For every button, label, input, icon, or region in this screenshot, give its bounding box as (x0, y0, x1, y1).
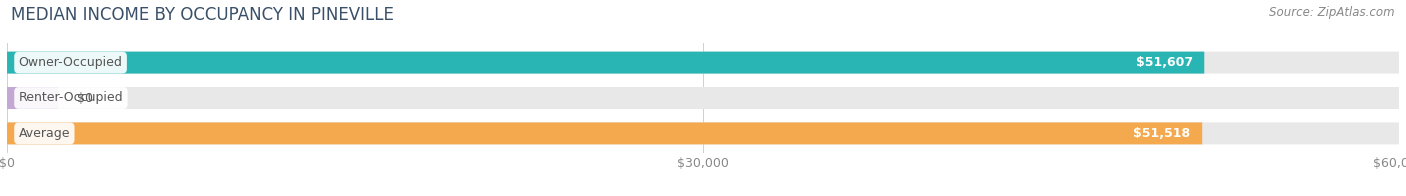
Text: $51,518: $51,518 (1133, 127, 1191, 140)
Text: Renter-Occupied: Renter-Occupied (18, 92, 124, 104)
FancyBboxPatch shape (7, 52, 1205, 74)
Text: $51,607: $51,607 (1136, 56, 1192, 69)
FancyBboxPatch shape (7, 87, 1399, 109)
Text: Source: ZipAtlas.com: Source: ZipAtlas.com (1270, 6, 1395, 19)
Text: MEDIAN INCOME BY OCCUPANCY IN PINEVILLE: MEDIAN INCOME BY OCCUPANCY IN PINEVILLE (11, 6, 394, 24)
Text: Owner-Occupied: Owner-Occupied (18, 56, 122, 69)
FancyBboxPatch shape (7, 122, 1202, 144)
Text: Average: Average (18, 127, 70, 140)
FancyBboxPatch shape (7, 87, 58, 109)
FancyBboxPatch shape (7, 122, 1399, 144)
Text: $0: $0 (77, 92, 93, 104)
FancyBboxPatch shape (7, 52, 1399, 74)
